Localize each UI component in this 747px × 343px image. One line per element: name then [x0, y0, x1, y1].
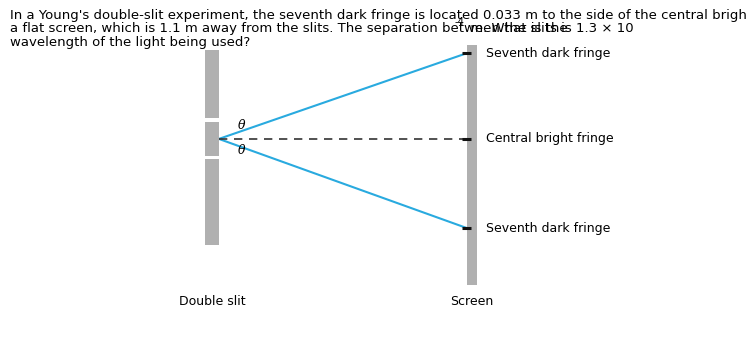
Text: -4: -4 [454, 17, 465, 27]
Bar [467, 45, 477, 285]
Text: Double slit: Double slit [179, 295, 246, 308]
Text: Seventh dark fringe: Seventh dark fringe [486, 222, 610, 235]
Text: a flat screen, which is 1.1 m away from the slits. The separation between the sl: a flat screen, which is 1.1 m away from … [10, 22, 633, 35]
Text: Screen: Screen [450, 295, 494, 308]
Text: In a Young's double-slit experiment, the seventh dark fringe is located 0.033 m : In a Young's double-slit experiment, the… [10, 9, 747, 22]
Text: θ: θ [238, 144, 245, 157]
Bar [205, 159, 219, 245]
Text: θ: θ [238, 119, 245, 132]
Bar [205, 50, 219, 118]
Text: wavelength of the light being used?: wavelength of the light being used? [10, 36, 250, 49]
Text: m. What is the: m. What is the [466, 22, 568, 35]
Bar [205, 122, 219, 156]
Text: Seventh dark fringe: Seventh dark fringe [486, 47, 610, 60]
Text: Central bright fringe: Central bright fringe [486, 132, 614, 145]
